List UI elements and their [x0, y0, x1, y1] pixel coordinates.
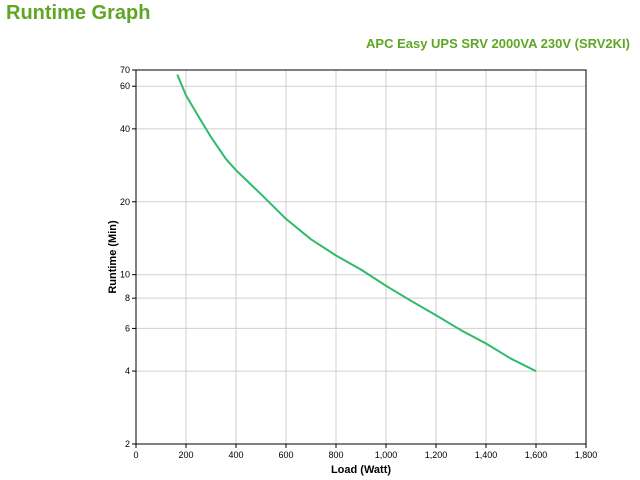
x-tick-label: 200	[178, 450, 193, 460]
series	[176, 74, 537, 372]
y-tick-label: 20	[120, 197, 130, 207]
grid	[136, 70, 586, 444]
y-tick-label: 10	[120, 270, 130, 280]
x-tick-label: 1,200	[425, 450, 448, 460]
x-tick-label: 600	[278, 450, 293, 460]
y-tick-label: 8	[125, 293, 130, 303]
ticks: 0 200 400 600 800 1,000 1,200 1,400 1,600 1,800 2 4…	[120, 65, 597, 460]
y-axis-label: Runtime (Min)	[107, 220, 119, 294]
y-tick-label: 4	[125, 366, 130, 376]
x-tick-label: 1,000	[375, 450, 398, 460]
y-tick-label: 60	[120, 81, 130, 91]
x-tick-label: 1,800	[575, 450, 598, 460]
x-tick-label: 800	[328, 450, 343, 460]
series-line	[176, 74, 537, 372]
plot-frame	[135, 69, 587, 445]
x-axis-label: Load (Watt)	[331, 464, 391, 476]
x-tick-label: 1,600	[525, 450, 548, 460]
y-tick-label: 2	[125, 439, 130, 449]
y-tick-label: 40	[120, 124, 130, 134]
x-tick-label: 0	[133, 450, 138, 460]
y-tick-label: 6	[125, 323, 130, 333]
chart-title: APC Easy UPS SRV 2000VA 230V (SRV2KI)	[366, 36, 630, 51]
x-tick-label: 400	[228, 450, 243, 460]
x-tick-label: 1,400	[475, 450, 498, 460]
y-tick-label: 70	[120, 65, 130, 75]
page-title: Runtime Graph	[6, 2, 151, 24]
